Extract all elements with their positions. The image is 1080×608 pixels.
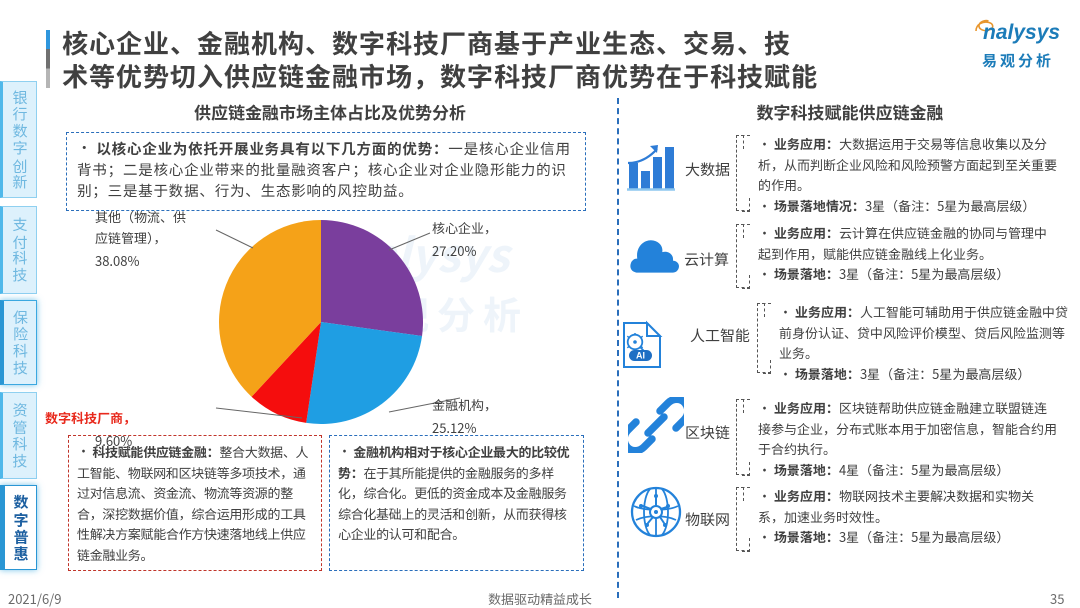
svg-text:AI: AI <box>636 351 645 361</box>
svg-text:nalysys: nalysys <box>983 21 1060 44</box>
